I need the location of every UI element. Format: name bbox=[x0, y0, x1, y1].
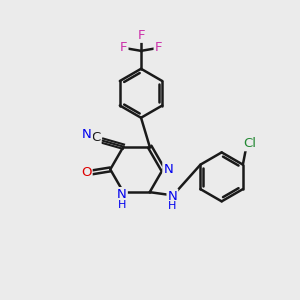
Text: N: N bbox=[82, 128, 92, 141]
Text: N: N bbox=[163, 163, 173, 176]
Text: C: C bbox=[91, 131, 101, 144]
Text: N: N bbox=[167, 190, 177, 202]
Text: H: H bbox=[118, 200, 126, 210]
Text: O: O bbox=[81, 166, 92, 179]
Text: F: F bbox=[120, 41, 127, 54]
Text: Cl: Cl bbox=[243, 137, 256, 150]
Text: F: F bbox=[154, 41, 162, 54]
Text: F: F bbox=[137, 29, 145, 42]
Text: N: N bbox=[117, 188, 127, 201]
Text: H: H bbox=[168, 201, 177, 211]
